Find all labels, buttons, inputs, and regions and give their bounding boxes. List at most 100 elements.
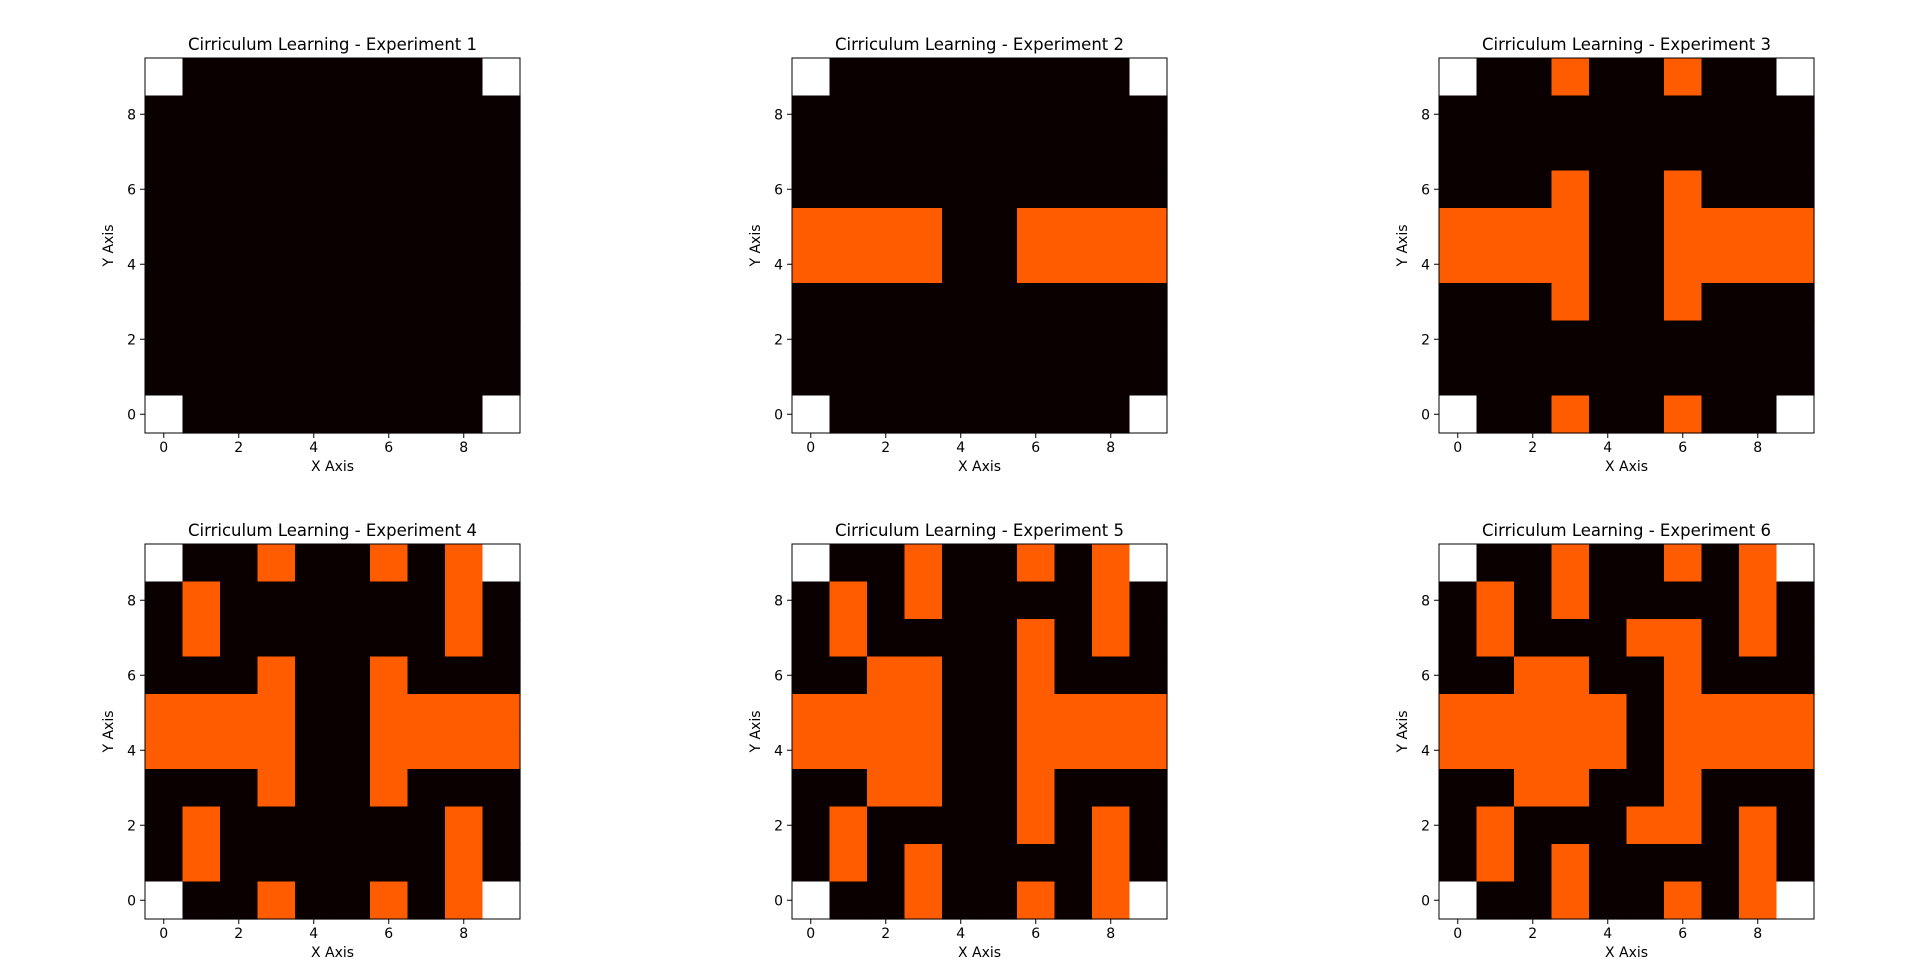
heatmap-cell: [1476, 656, 1515, 695]
heatmap-cell: [445, 283, 484, 322]
heatmap-cell: [1626, 544, 1665, 583]
heatmap-cell: [220, 58, 259, 97]
heatmap-cell: [1054, 694, 1093, 733]
heatmap-cell: [979, 656, 1018, 695]
heatmap-cell: [220, 170, 259, 209]
heatmap-cell: [1476, 619, 1515, 658]
heatmap-cell: [1626, 769, 1665, 808]
heatmap-cell: [445, 58, 484, 97]
heatmap-cell: [1476, 283, 1515, 322]
y-tick-label: 8: [1421, 107, 1430, 123]
heatmap-cell: [1439, 358, 1478, 397]
heatmap-cell: [1589, 731, 1628, 770]
heatmap-cell: [220, 245, 259, 284]
heatmap-cell: [482, 581, 521, 620]
heatmap-cell: [407, 881, 446, 920]
heatmap-cell: [904, 844, 943, 883]
heatmap-cell: [829, 619, 868, 658]
heatmap-cell: [1701, 769, 1740, 808]
heatmap-cell: [867, 581, 906, 620]
heatmap-cell: [1092, 619, 1131, 658]
heatmap-cell: [145, 358, 184, 397]
heatmap-cell: [942, 619, 981, 658]
heatmap-cell: [1664, 881, 1703, 920]
heatmap-cell: [1739, 133, 1778, 172]
heatmap-cell: [257, 581, 296, 620]
heatmap-cell: [370, 806, 409, 845]
heatmap-cell: [445, 731, 484, 770]
heatmap-cell: [1551, 581, 1590, 620]
heatmap-cell: [867, 133, 906, 172]
heatmap-cell: [370, 358, 409, 397]
heatmap-cell: [445, 769, 484, 808]
heatmap-cell: [257, 133, 296, 172]
heatmap-cell: [220, 844, 259, 883]
heatmap-cell: [257, 731, 296, 770]
heatmap-cell: [1129, 544, 1168, 583]
heatmap-cell: [257, 544, 296, 583]
heatmap-cell: [1664, 806, 1703, 845]
heatmap-cell: [867, 170, 906, 209]
heatmap-cell: [1626, 619, 1665, 658]
heatmap-cell: [792, 133, 831, 172]
heatmap-cell: [482, 806, 521, 845]
heatmap-cell: [792, 95, 831, 134]
heatmap-cell: [904, 245, 943, 284]
heatmap-cell: [1514, 170, 1553, 209]
heatmap-cell: [482, 656, 521, 695]
heatmap-cell: [1776, 395, 1815, 434]
heatmap-cell: [829, 806, 868, 845]
y-tick-label: 2: [1421, 818, 1430, 834]
heatmap-cell: [1626, 358, 1665, 397]
heatmap-cell: [1439, 656, 1478, 695]
heatmap-cell: [1054, 581, 1093, 620]
heatmap-cell: [482, 544, 521, 583]
heatmap-cell: [1129, 358, 1168, 397]
heatmap-cell: [1664, 358, 1703, 397]
x-tick-label: 6: [384, 440, 393, 456]
heatmap-cell: [1589, 544, 1628, 583]
x-tick-label: 0: [1453, 440, 1462, 456]
heatmap-cell: [1476, 395, 1515, 434]
heatmap-cell: [145, 656, 184, 695]
heatmap-cell: [145, 170, 184, 209]
heatmap-cell: [220, 395, 259, 434]
plot-frame: [1438, 543, 1815, 920]
heatmap-cell: [1776, 170, 1815, 209]
heatmap-cell: [1017, 283, 1056, 322]
heatmap-cell: [979, 208, 1018, 247]
heatmap-cell: [1054, 133, 1093, 172]
heatmap-cell: [979, 881, 1018, 920]
heatmap-cell: [332, 581, 371, 620]
heatmap-cell: [257, 656, 296, 695]
heatmap-cell: [1092, 95, 1131, 134]
heatmap-cell: [942, 694, 981, 733]
heatmap-cell: [1092, 208, 1131, 247]
heatmap-cell: [407, 245, 446, 284]
heatmap-cell: [332, 731, 371, 770]
heatmap-cell: [370, 881, 409, 920]
heatmap-cell: [942, 170, 981, 209]
heatmap-cell: [182, 358, 221, 397]
heatmap-cell: [1476, 731, 1515, 770]
heatmap-cell: [1476, 881, 1515, 920]
heatmap-cell: [942, 544, 981, 583]
heatmap-cell: [1439, 694, 1478, 733]
heatmap-cell: [145, 320, 184, 359]
plot-frame: [144, 543, 521, 920]
plot-frame: [1438, 57, 1815, 434]
x-tick-label: 6: [384, 926, 393, 942]
heatmap-cell: [904, 806, 943, 845]
y-axis-label: Y Axis: [748, 710, 764, 753]
heatmap-cell: [332, 283, 371, 322]
heatmap-cell: [1589, 844, 1628, 883]
heatmap-cell: [904, 208, 943, 247]
heatmap-cell: [1476, 844, 1515, 883]
heatmap-cell: [904, 95, 943, 134]
x-tick-label: 2: [1528, 926, 1537, 942]
heatmap-cell: [1054, 58, 1093, 97]
x-tick-label: 2: [234, 926, 243, 942]
heatmap-cell: [145, 619, 184, 658]
heatmap-cell: [1129, 95, 1168, 134]
heatmap-cell: [482, 619, 521, 658]
